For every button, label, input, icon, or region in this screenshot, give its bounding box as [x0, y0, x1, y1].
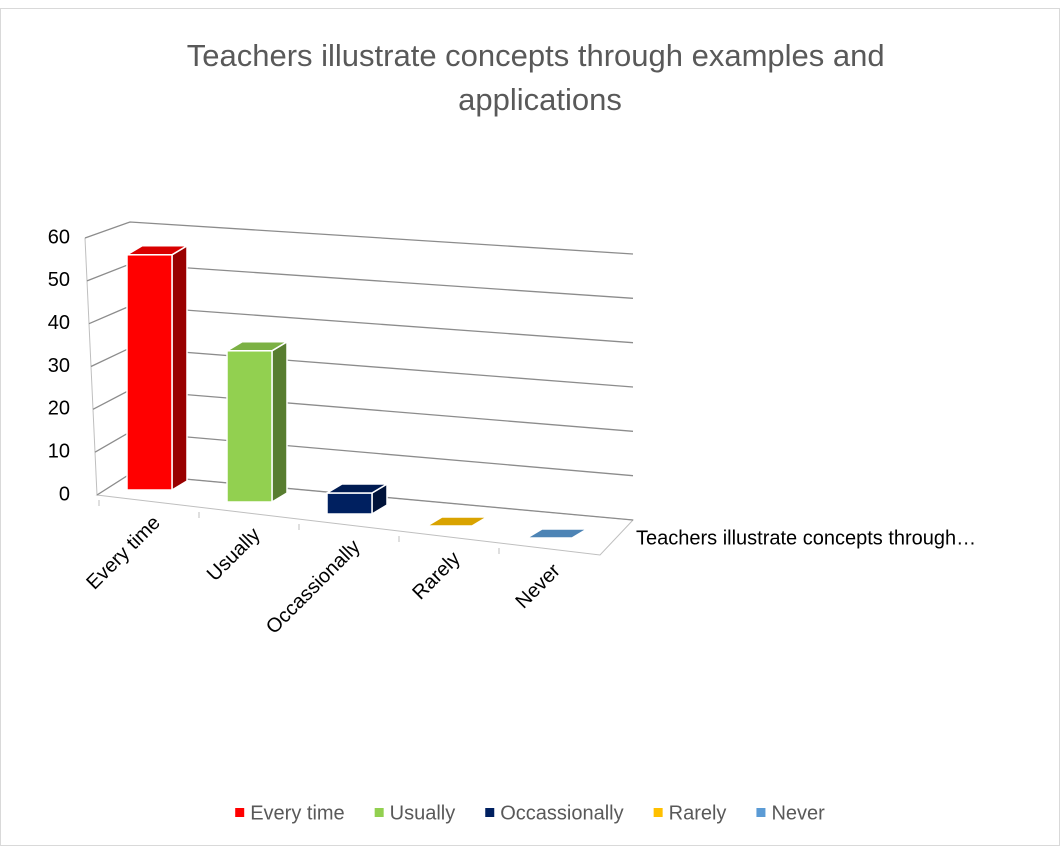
- bar-top: [424, 516, 490, 527]
- chart-title: Teachers illustrate concepts through exa…: [187, 38, 894, 117]
- legend-swatch: [374, 808, 384, 817]
- y-tick-label: 30: [48, 355, 70, 377]
- bar-top: [324, 483, 390, 494]
- bar-side: [271, 340, 288, 504]
- legend-label: Every time: [250, 802, 344, 824]
- bar-front: [326, 492, 373, 515]
- bar: [324, 482, 390, 516]
- legend-swatch: [756, 808, 766, 817]
- legend-label: Never: [771, 802, 825, 824]
- bar: [224, 340, 290, 504]
- legend-swatch: [485, 808, 495, 817]
- legend-label: Usually: [390, 802, 456, 824]
- depth-axis-label: Teachers illustrate concepts through…: [636, 527, 976, 549]
- bar: [524, 528, 590, 539]
- y-tick-label: 50: [48, 269, 70, 291]
- legend-swatch: [235, 808, 245, 817]
- bar-side: [171, 244, 188, 492]
- y-tick-label: 40: [48, 312, 70, 334]
- bar: [124, 244, 190, 492]
- y-tick-label: 60: [48, 226, 70, 248]
- y-tick-label: 10: [48, 440, 70, 462]
- y-tick-label: 0: [59, 483, 70, 505]
- bar-top: [124, 245, 190, 256]
- bar-top: [224, 341, 290, 352]
- bar-front: [226, 350, 273, 503]
- grid-line: [84, 221, 634, 255]
- bar: [424, 516, 490, 527]
- bar-top: [524, 528, 590, 539]
- legend-swatch: [653, 808, 663, 817]
- bar-front: [126, 254, 173, 491]
- legend-label: Rarely: [669, 802, 727, 824]
- legend-label: Occassionally: [500, 802, 623, 824]
- y-tick-label: 20: [48, 398, 70, 420]
